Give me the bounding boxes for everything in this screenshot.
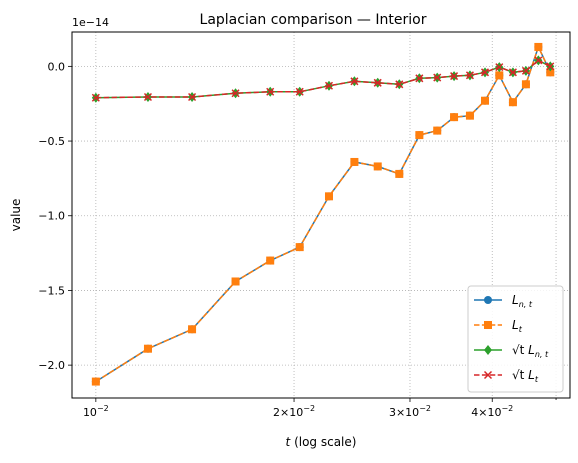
series-layer (91, 42, 555, 386)
x-tick-label: 2×10−2 (273, 404, 315, 419)
y-tick-label: −2.0 (38, 359, 65, 372)
data-marker (373, 78, 382, 87)
x-axis-label-rest: (log scale) (290, 435, 356, 449)
data-marker (534, 56, 543, 65)
marker-stroke (534, 56, 543, 65)
legend-box (467, 285, 564, 393)
marker-stroke (465, 71, 474, 80)
marker-stroke (350, 77, 359, 86)
data-marker (534, 42, 543, 51)
marker-stroke (483, 370, 493, 380)
legend: Ln, t Lt √t Ln, t √t Lt (467, 285, 564, 393)
marker-stroke (508, 68, 517, 77)
data-marker (324, 192, 333, 201)
data-marker (395, 80, 404, 89)
data-marker (546, 68, 555, 77)
data-marker (521, 66, 530, 75)
legend-label: Lt (512, 318, 523, 334)
data-marker (373, 162, 382, 171)
legend-entry: Ln, t (474, 293, 533, 309)
marker-stroke (521, 66, 530, 75)
series-2 (91, 42, 555, 386)
x-axis-label-var: t (286, 435, 292, 449)
data-marker (266, 256, 275, 265)
data-marker (484, 321, 492, 329)
data-marker (143, 344, 152, 353)
data-marker (433, 73, 442, 82)
data-marker (295, 87, 304, 96)
marker-stroke (546, 62, 555, 71)
x-tick-label: 10−2 (83, 404, 109, 419)
data-marker (465, 71, 474, 80)
data-marker (484, 296, 492, 304)
data-marker (484, 345, 492, 355)
y-tick-label: −1.5 (38, 284, 65, 297)
chart-title: Laplacian comparison — Interior (200, 12, 427, 28)
data-marker (546, 62, 555, 71)
marker-stroke (395, 80, 404, 89)
marker-stroke (188, 92, 197, 102)
data-marker (450, 72, 459, 81)
series-line (95, 59, 551, 99)
data-marker (508, 98, 517, 107)
data-marker (295, 243, 304, 252)
data-marker (350, 157, 359, 166)
data-marker (480, 68, 490, 77)
data-marker (91, 93, 100, 102)
marker-stroke (373, 78, 382, 87)
axes: 10−2 2×10−2 3×10−2 4×10−2 0.0 −0.5 −1.0 −1.5 −2.… (38, 60, 557, 419)
x-tick-label: 3×10−2 (389, 404, 431, 419)
x-tick-label: 4×10−2 (471, 404, 513, 419)
data-marker (495, 71, 504, 80)
data-marker (495, 63, 504, 72)
marker-stroke (324, 81, 334, 90)
data-marker (266, 87, 275, 96)
data-marker (91, 377, 100, 386)
data-marker (508, 68, 517, 77)
legend-entry: √t Ln, t (474, 343, 549, 359)
marker-stroke (433, 73, 442, 82)
data-marker (465, 111, 474, 120)
data-marker (188, 325, 197, 334)
series-line (95, 44, 551, 383)
marker-stroke (295, 87, 304, 96)
data-marker (415, 74, 424, 83)
marker-stroke (450, 72, 459, 81)
marker-stroke (266, 87, 275, 96)
marker-stroke (91, 93, 100, 102)
marker-stroke (143, 92, 153, 102)
x-axis-label: t (log scale) (286, 435, 357, 449)
data-marker (483, 370, 493, 380)
legend-label: √t Lt (512, 368, 539, 384)
y-offset-label: 1e−14 (72, 16, 109, 29)
marker-stroke (415, 74, 424, 83)
data-marker (324, 81, 334, 90)
series-4 (91, 56, 555, 102)
legend-entry: √t Lt (474, 368, 539, 384)
legend-label: √t Ln, t (512, 343, 549, 359)
data-marker (433, 126, 442, 135)
data-marker (481, 96, 490, 105)
y-tick-label: 0.0 (48, 60, 66, 73)
legend-entry: Lt (474, 318, 523, 334)
data-marker (350, 77, 359, 86)
legend-label: Ln, t (512, 293, 533, 309)
data-marker (415, 131, 424, 140)
data-marker (395, 169, 404, 178)
data-marker (521, 80, 530, 89)
marker-stroke (480, 68, 490, 77)
data-marker (231, 277, 240, 286)
marker-stroke (495, 63, 504, 72)
data-marker (450, 113, 459, 122)
marker-stroke (231, 89, 240, 98)
data-marker (188, 92, 197, 102)
plot-area-frame (71, 31, 571, 399)
data-marker (231, 89, 240, 98)
y-axis-label: value (9, 199, 23, 232)
data-marker (143, 92, 153, 102)
y-tick-label: −1.0 (38, 210, 65, 223)
y-tick-label: −0.5 (38, 135, 65, 148)
